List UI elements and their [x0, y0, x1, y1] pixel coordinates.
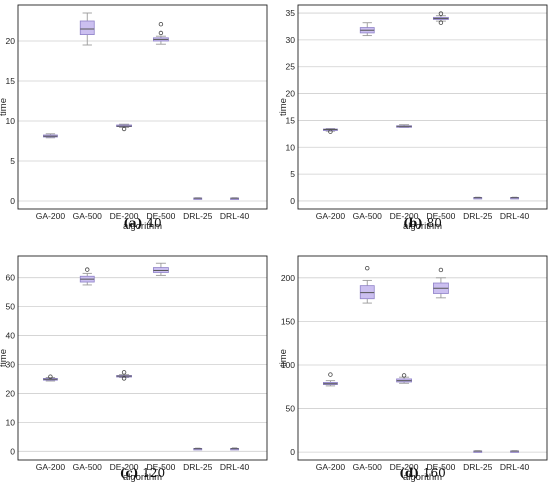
x-tick-label: GA-500 [353, 462, 383, 472]
outlier-point [121, 376, 127, 381]
panel-caption: (d) 160 [399, 466, 445, 480]
y-tick-label: 10 [286, 142, 296, 152]
plot-frame [297, 255, 548, 461]
y-axis-label: time [278, 349, 289, 367]
box [79, 20, 95, 35]
chart-panel-3: 0 10 20 30 40 50 60 GA-200 GA-500 DE-200 DE-500 DRL… [0, 255, 268, 483]
y-axis-label: time [0, 349, 9, 367]
y-tick-label: 50 [6, 302, 16, 312]
chart-panel-4: 0 50 100 150 200 GA-200 GA-500 DE-200 DE-500 DRL-… [278, 255, 548, 483]
x-tick-label: GA-500 [73, 211, 103, 221]
y-tick-label: 15 [6, 76, 16, 86]
chart-panel-2: 0 5 10 15 20 25 30 35 GA-200 GA-500 DE-200 DE-500 DR… [278, 4, 548, 232]
y-tick-label: 20 [286, 89, 296, 99]
y-tick-label: 10 [6, 116, 16, 126]
outlier-point [328, 372, 333, 377]
y-tick-label: 30 [286, 35, 296, 45]
x-tick-label: DRL-40 [500, 211, 530, 221]
chart-panel-1: 0 5 10 15 20 GA-200 GA-500 DE-200 DE-500 DRL-25 DR… [0, 4, 268, 232]
x-tick-label: GA-200 [36, 462, 66, 472]
x-tick-label: DE-200 [390, 462, 419, 472]
x-tick-label: GA-200 [316, 462, 346, 472]
outlier-point [158, 22, 164, 27]
y-axis-label: time [278, 98, 289, 116]
plot-frame [297, 4, 548, 210]
x-tick-label: DRL-25 [183, 462, 213, 472]
outlier-point [48, 374, 53, 379]
y-tick-label: 40 [6, 331, 16, 341]
x-tick-label: DE-200 [110, 211, 139, 221]
x-tick-label: DRL-25 [463, 211, 493, 221]
y-tick-label: 60 [6, 273, 16, 283]
x-axis-label: algorithm [403, 472, 442, 483]
panel-caption-value: 40 [143, 216, 162, 230]
outlier-point [121, 126, 127, 132]
panel-caption-value: 80 [423, 216, 442, 230]
y-tick-label: 20 [6, 388, 16, 398]
y-axis-label: time [0, 98, 9, 116]
outlier-point [401, 373, 407, 378]
x-tick-label: DRL-40 [220, 462, 250, 472]
y-tick-label: 20 [6, 36, 16, 46]
y-tick-label: 50 [286, 404, 296, 414]
outlier-point [158, 30, 164, 36]
y-tick-label: 5 [10, 156, 15, 166]
x-tick-label: DE-500 [427, 462, 456, 472]
outlier-point [365, 266, 370, 271]
y-tick-label: 35 [286, 8, 296, 18]
x-tick-label: GA-200 [36, 211, 66, 221]
x-tick-label: GA-500 [73, 462, 103, 472]
panel-caption: (a) 40 [123, 216, 161, 230]
y-tick-label: 25 [286, 62, 296, 72]
panel-label: (d) [399, 466, 419, 480]
y-tick-label: 0 [290, 196, 295, 206]
y-tick-label: 0 [10, 446, 15, 456]
y-tick-label: 200 [281, 273, 295, 283]
plot-frame [17, 255, 268, 461]
panel-label: (c) [120, 466, 139, 480]
y-tick-label: 10 [6, 417, 16, 427]
panel-caption-value: 120 [138, 466, 165, 480]
x-tick-label: DRL-40 [220, 211, 250, 221]
outlier-point [328, 129, 333, 134]
outlier-point [438, 20, 444, 25]
x-axis-label: algorithm [123, 221, 162, 232]
x-tick-label: DRL-25 [183, 211, 213, 221]
x-tick-label: DE-200 [110, 462, 139, 472]
y-tick-label: 150 [281, 316, 295, 326]
outlier-point [85, 267, 90, 272]
x-axis-label: algorithm [123, 472, 162, 483]
x-tick-label: DRL-40 [500, 462, 530, 472]
panel-label: (a) [123, 216, 142, 230]
x-tick-label: DE-500 [147, 462, 176, 472]
x-tick-label: DRL-25 [463, 462, 493, 472]
panel-caption: (c) 120 [120, 466, 165, 480]
outlier-point [438, 11, 444, 16]
y-tick-label: 0 [10, 196, 15, 206]
plot-frame [17, 4, 268, 210]
outlier-point [121, 370, 127, 375]
x-tick-label: DE-500 [147, 211, 176, 221]
x-tick-label: DE-200 [390, 211, 419, 221]
y-tick-label: 15 [286, 115, 296, 125]
panel-caption: (b) 80 [403, 216, 442, 230]
x-tick-label: GA-500 [353, 211, 383, 221]
x-tick-label: GA-200 [316, 211, 346, 221]
panel-caption-value: 160 [419, 466, 446, 480]
x-axis-label: algorithm [403, 221, 442, 232]
y-tick-label: 5 [290, 169, 295, 179]
panel-label: (b) [403, 216, 423, 230]
x-tick-label: DE-500 [427, 211, 456, 221]
outlier-point [438, 267, 444, 273]
y-tick-label: 100 [281, 360, 295, 370]
y-tick-label: 0 [290, 447, 295, 457]
y-tick-label: 30 [6, 360, 16, 370]
